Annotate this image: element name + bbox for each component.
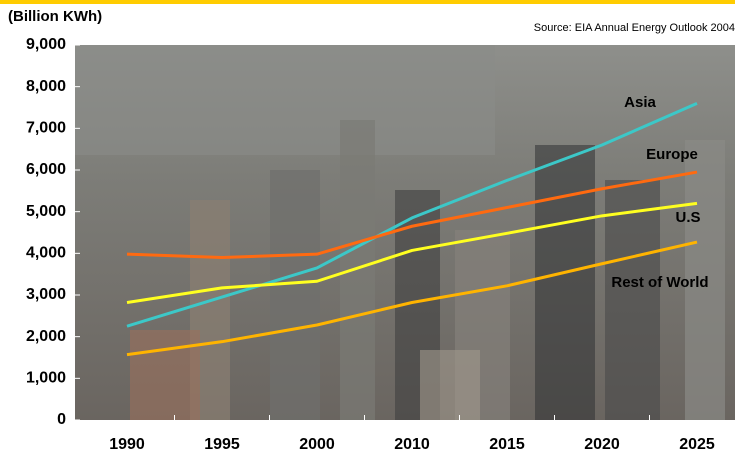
series-label: U.S [675,209,700,226]
y-tick-label: 4,000 [26,245,66,262]
x-tick-label: 2025 [679,436,715,453]
y-tick-label: 7,000 [26,120,66,137]
x-tick-label: 2010 [394,436,430,453]
x-tick-label: 2000 [299,436,335,453]
y-tick-label: 9,000 [26,36,66,53]
unit-label: (Billion KWh) [8,8,102,25]
series-label: Rest of World [611,274,708,291]
chart: (Billion KWh) Source: EIA Annual Energy … [0,0,735,459]
top-bar [0,0,735,4]
x-tick-label: 1990 [109,436,145,453]
y-tick-label: 1,000 [26,370,66,387]
x-tick-label: 1995 [204,436,240,453]
y-tick-label: 8,000 [26,78,66,95]
y-tick-label: 5,000 [26,203,66,220]
series-label: Europe [646,146,698,163]
y-tick-label: 6,000 [26,161,66,178]
series-label: Asia [624,94,656,111]
y-tick-label: 0 [57,411,66,428]
y-tick-label: 3,000 [26,286,66,303]
source-note: Source: EIA Annual Energy Outlook 2004 [534,22,735,34]
x-tick-label: 2020 [584,436,620,453]
x-tick-label: 2015 [489,436,525,453]
y-tick-label: 2,000 [26,328,66,345]
